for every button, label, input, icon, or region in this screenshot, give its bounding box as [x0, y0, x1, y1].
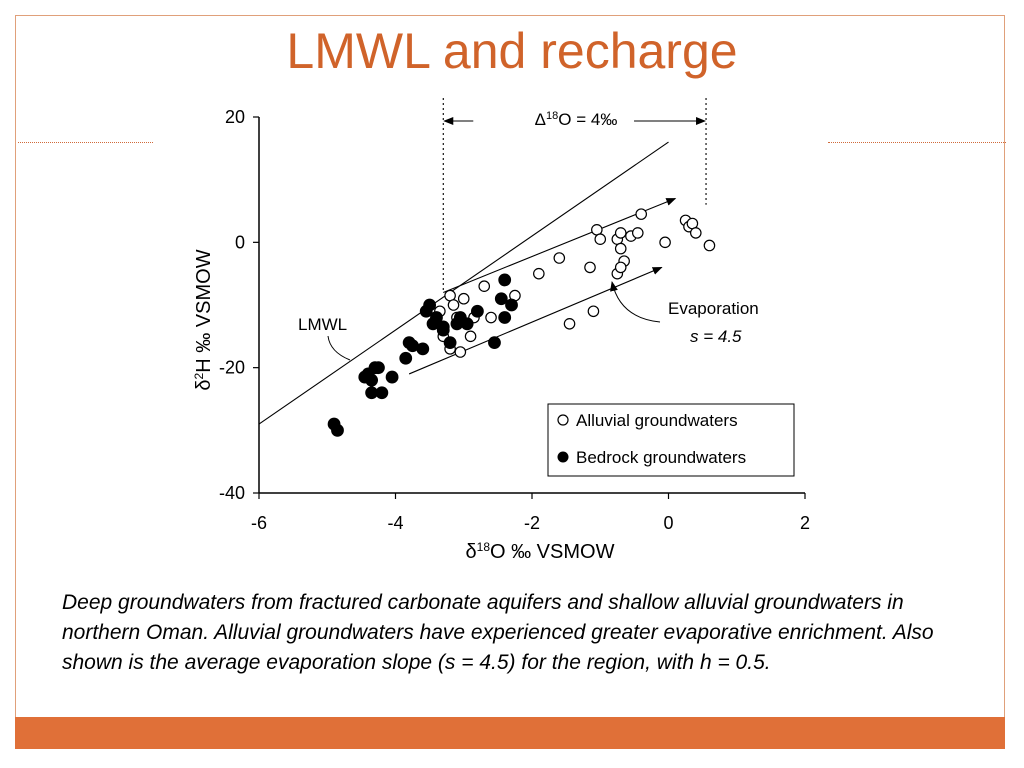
alluvial-point [454, 346, 467, 358]
bedrock-point [460, 317, 474, 331]
bedrock-point [505, 298, 518, 312]
alluvial-point [703, 239, 716, 252]
bedrock-point [372, 361, 385, 375]
delta-label: Δ18O = 4‰ [535, 110, 618, 129]
data-points [327, 208, 716, 437]
lmwl-pointer [327, 335, 351, 361]
y-tick-label: 0 [235, 232, 245, 252]
legend-alluvial: Alluvial groundwaters [576, 411, 738, 430]
x-tick-label: 0 [663, 513, 673, 533]
alluvial-point [614, 242, 627, 255]
alluvial-point [447, 299, 460, 311]
alluvial-point [635, 208, 647, 220]
title-rule-left [18, 142, 153, 143]
bedrock-point [416, 342, 430, 356]
alluvial-point [594, 233, 607, 245]
y-tick-label: 20 [225, 107, 245, 127]
bedrock-point [385, 370, 399, 384]
bedrock-point [471, 304, 484, 318]
alluvial-point [631, 227, 644, 239]
guide-lines [258, 98, 707, 425]
bedrock-point [498, 273, 512, 287]
alluvial-point [689, 227, 702, 239]
bedrock-point [430, 311, 443, 324]
title-rule-right [828, 142, 1006, 143]
alluvial-point [614, 227, 627, 239]
evaporation-pointer [610, 281, 661, 323]
x-tick-label: -6 [251, 513, 267, 533]
slide-caption: Deep groundwaters from fractured carbona… [62, 591, 934, 674]
legend-filled-marker [557, 451, 569, 463]
legend-open-marker [557, 414, 569, 426]
slope-label: s = 4.5 [690, 327, 742, 346]
bedrock-point [494, 292, 508, 306]
evaporation-label: Evaporation [668, 299, 759, 318]
bedrock-point [331, 423, 344, 437]
evaporation-arrow [408, 266, 663, 375]
lmwl-line [258, 141, 669, 425]
slide-title: LMWL and recharge [286, 23, 738, 79]
legend-bedrock: Bedrock groundwaters [576, 448, 746, 467]
bedrock-point [365, 373, 379, 387]
alluvial-point [614, 261, 627, 274]
alluvial-point [457, 292, 470, 305]
bedrock-point [399, 351, 413, 365]
alluvial-point [659, 236, 671, 249]
alluvial-point [478, 280, 491, 292]
bedrock-point [488, 336, 501, 350]
alluvial-point [464, 330, 477, 343]
y-ticks: 20 0 -20 -40 [219, 107, 259, 503]
alluvial-point [584, 261, 596, 274]
x-axis-label: δ18O ‰ VSMOW [466, 540, 615, 563]
alluvial-point [563, 317, 576, 330]
bedrock-point [443, 336, 457, 350]
alluvial-point [553, 252, 566, 264]
footer-bar [15, 717, 1005, 749]
alluvial-point [485, 311, 497, 324]
x-tick-label: -2 [524, 513, 540, 533]
bedrock-point [375, 386, 389, 400]
legend-box [547, 403, 795, 477]
alluvial-point [587, 305, 600, 318]
bedrock-point [423, 298, 437, 312]
x-ticks: -6 -4 -2 0 2 [251, 493, 810, 533]
alluvial-point [533, 267, 545, 280]
lmwl-label: LMWL [298, 315, 347, 334]
y-tick-label: -40 [219, 483, 245, 503]
bedrock-point [498, 311, 512, 324]
bedrock-point [436, 323, 450, 337]
x-tick-label: 2 [800, 513, 810, 533]
y-tick-label: -20 [219, 358, 245, 378]
x-tick-label: -4 [387, 513, 403, 533]
y-axis-label: δ2H ‰ VSMOW [192, 249, 215, 390]
